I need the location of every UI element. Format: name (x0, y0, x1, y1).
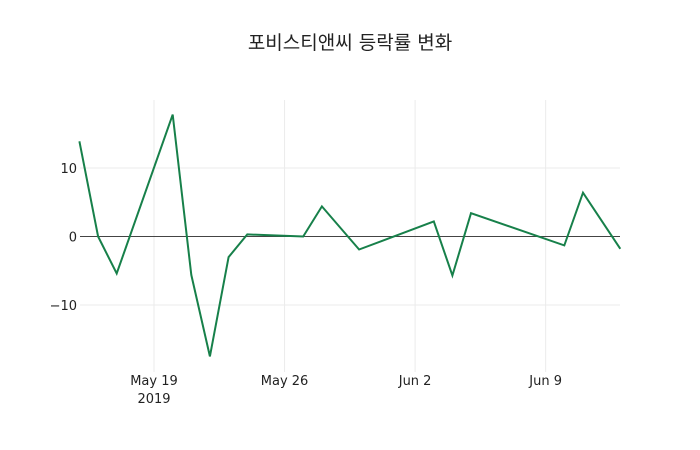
chart-title: 포비스티앤씨 등락률 변화 (247, 32, 453, 54)
x-tick-label: Jun 2 (398, 374, 432, 389)
x-tick-label: Jun 9 (528, 374, 562, 389)
x-axis-ticks: May 19 2019 May 26 Jun 2 Jun 9 (130, 374, 562, 407)
x-tick-label: 2019 (137, 392, 170, 407)
x-tick-label: May 26 (261, 374, 309, 389)
y-axis-ticks: 10 0 −10 (50, 162, 77, 314)
y-tick-label: 10 (60, 162, 77, 177)
x-tick-label: May 19 (130, 374, 178, 389)
series-line (78, 114, 622, 357)
y-tick-label: −10 (50, 299, 77, 314)
y-tick-label: 0 (69, 231, 77, 246)
data-series-line (78, 114, 622, 357)
